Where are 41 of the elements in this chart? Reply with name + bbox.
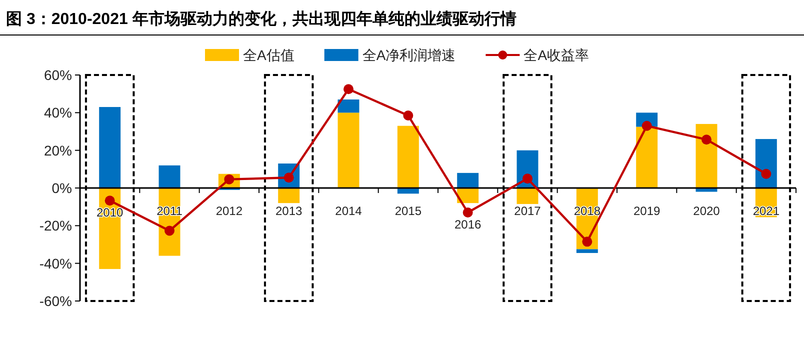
legend-label: 全A收益率	[524, 47, 590, 63]
bar	[278, 188, 300, 204]
bar	[696, 124, 718, 188]
bar	[636, 126, 658, 188]
legend-label: 全A净利润增速	[362, 47, 456, 63]
point	[462, 207, 473, 218]
x-tick-label: 2012	[216, 204, 243, 218]
bar	[755, 139, 777, 188]
bar	[158, 165, 180, 188]
point	[522, 174, 532, 184]
x-tick-label: 2013	[275, 204, 303, 218]
x-tick-label: 2020	[693, 204, 720, 218]
bar	[516, 188, 538, 204]
point	[164, 226, 174, 236]
bar	[576, 249, 598, 253]
y-tick-label: 40%	[44, 104, 72, 121]
point	[104, 196, 115, 206]
bar	[338, 99, 360, 113]
point	[403, 110, 414, 120]
x-tick-label: 2015	[394, 204, 422, 218]
x-tick-label: 2017	[514, 204, 542, 218]
y-tick-label: 20%	[44, 142, 72, 158]
x-tick-label: 2016	[454, 217, 482, 232]
bar	[338, 112, 360, 188]
y-tick-label: -20%	[39, 218, 72, 234]
point	[761, 168, 772, 179]
y-tick-label: 0%	[52, 180, 72, 196]
x-tick-label: 2019	[633, 204, 661, 218]
point	[702, 134, 712, 145]
bar	[457, 172, 479, 188]
x-tick-label: 2014	[335, 204, 362, 218]
bar	[99, 107, 121, 188]
y-tick-label: -40%	[39, 255, 72, 272]
y-tick-label: -60%	[39, 293, 72, 309]
point	[344, 84, 354, 94]
chart-title: 图 3：2010-2021 年市场驱动力的变化，共出现四年单纯的业绩驱动行情	[6, 10, 516, 28]
point	[582, 236, 592, 247]
point	[642, 120, 652, 131]
legend-label: 全A估值	[243, 47, 294, 63]
bar	[397, 126, 419, 188]
y-tick-label: 60%	[44, 67, 72, 83]
